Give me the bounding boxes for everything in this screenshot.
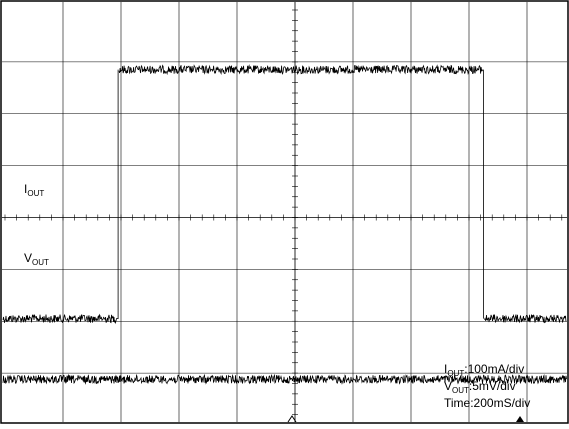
iout-trace-label: IOUT (24, 182, 44, 198)
trigger-marker-filled (516, 416, 524, 422)
scale-label-vout: VOUT:5mV/div (444, 379, 516, 395)
iout-trace (2, 64, 567, 325)
scale-label-time: Time:200mS/div (444, 396, 530, 410)
scale-legend: IOUT:100mA/div VOUT:5mV/div Time:200mS/d… (444, 362, 530, 410)
traces (2, 64, 567, 385)
scale-label-iout: IOUT:100mA/div (444, 362, 524, 378)
trigger-marker-open (287, 415, 297, 423)
vout-trace (2, 373, 567, 385)
vout-trace-label: VOUT (24, 251, 49, 267)
